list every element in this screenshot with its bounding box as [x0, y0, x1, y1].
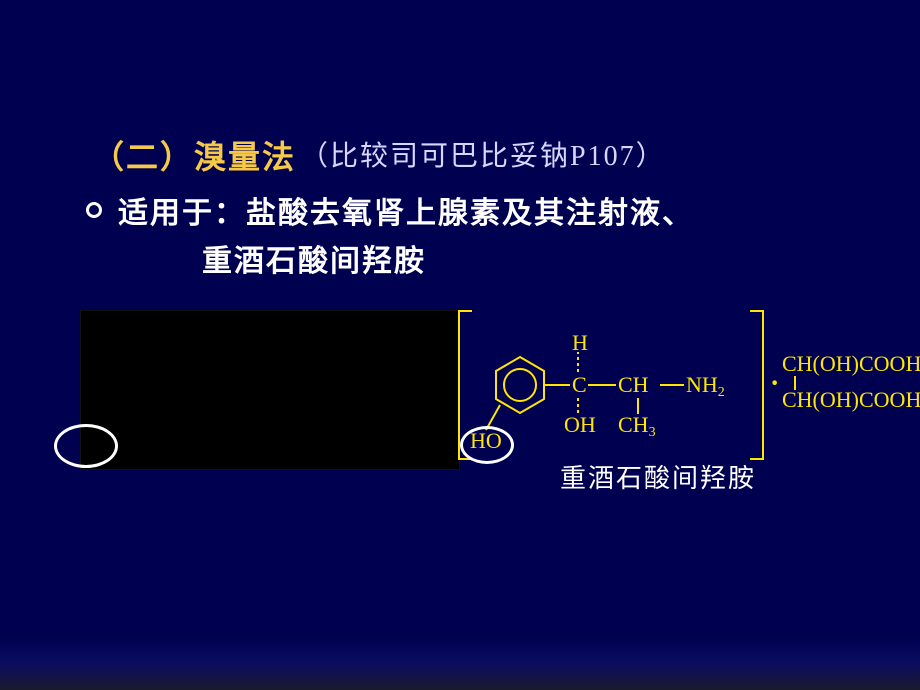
label-ch3-sub: 3 [649, 425, 656, 440]
section-heading: （二）溴量法 [92, 132, 296, 178]
bullet-ring-icon [86, 202, 102, 218]
salt-dot: · [770, 368, 779, 400]
label-nh-sub: 2 [718, 385, 725, 400]
heading-subtitle: （比较司可巴比妥钠P107） [300, 134, 666, 174]
bullet-line-2: 重酒石酸间羟胺 [202, 238, 694, 286]
bullet-line1-rest: 盐酸去氧肾上腺素及其注射液、 [246, 197, 694, 230]
label-ch: CH [618, 374, 649, 396]
heading-main: （二）溴量法 [92, 139, 296, 175]
structure-caption: 重酒石酸间羟胺 [560, 458, 756, 495]
tartaric-top: CH(OH)COOH [782, 352, 920, 376]
slide: （二）溴量法 （比较司可巴比妥钠P107） 适用于：盐酸去氧肾上腺素及其注射液、… [0, 0, 920, 690]
label-oh: OH [564, 414, 596, 436]
tartaric-bot: CH(OH)COOH [782, 388, 920, 412]
label-nh-main: NH [686, 372, 718, 397]
highlight-oval-left [54, 424, 118, 468]
label-nh: NH2 [686, 374, 725, 400]
highlight-oval-ho [460, 426, 514, 464]
bullet-prefix: 适用于： [118, 197, 246, 230]
label-c: C [572, 374, 587, 396]
bullet-line-1: 适用于：盐酸去氧肾上腺素及其注射液、 [118, 190, 694, 238]
label-ch3: CH3 [618, 414, 656, 440]
redacted-box [80, 310, 460, 470]
label-ch3-main: CH [618, 412, 649, 437]
bullet-text: 适用于：盐酸去氧肾上腺素及其注射液、 重酒石酸间羟胺 [118, 190, 694, 286]
bullet-item: 适用于：盐酸去氧肾上腺素及其注射液、 重酒石酸间羟胺 [86, 190, 694, 286]
label-h: H [572, 332, 588, 354]
